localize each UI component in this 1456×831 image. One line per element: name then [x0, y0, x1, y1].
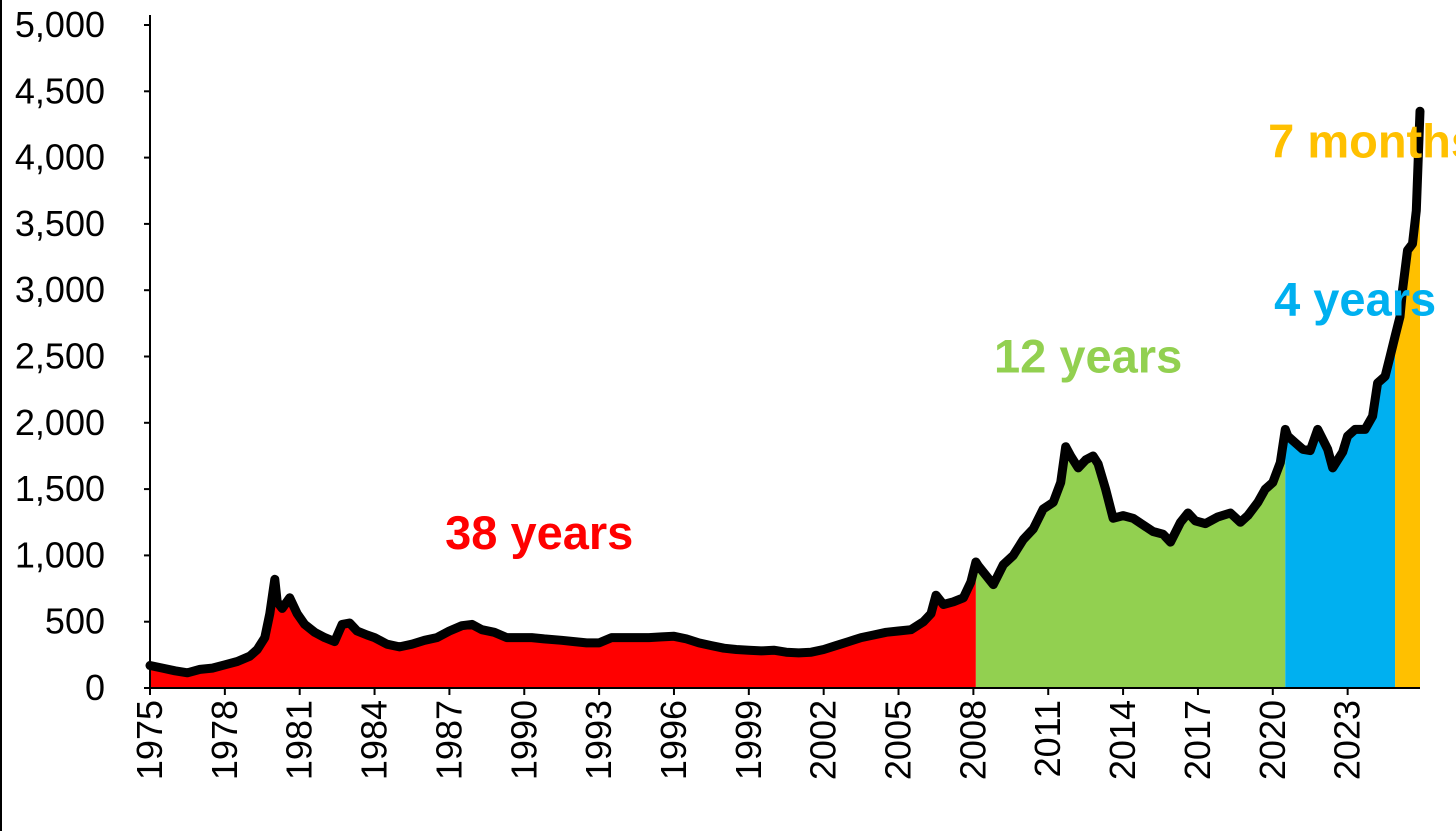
area-segment-4 [1395, 111, 1420, 688]
x-tick-label: 2023 [1327, 700, 1368, 780]
segment-annotations: 38 years 12 years 4 years 7 months [445, 115, 1456, 559]
y-tick-label: 2,500 [15, 336, 105, 377]
segment-label-2: 12 years [994, 329, 1182, 382]
segment-label-1: 38 years [445, 506, 633, 559]
area-segment-3 [1285, 336, 1396, 688]
y-tick-label: 500 [45, 601, 105, 642]
y-tick-label: 3,000 [15, 269, 105, 310]
y-tick-label: 3,500 [15, 203, 105, 244]
y-axis-ticks: 0 500 1,000 1,500 2,000 2,500 3,000 3,500 4,000 4… [15, 4, 150, 708]
x-tick-label: 1975 [129, 700, 170, 780]
x-tick-label: 2020 [1252, 700, 1293, 780]
area-segment-1 [150, 562, 976, 688]
x-tick-label: 1996 [653, 700, 694, 780]
x-tick-label: 2017 [1177, 700, 1218, 780]
segment-label-4: 7 months [1268, 115, 1456, 168]
x-tick-label: 1987 [428, 700, 469, 780]
segment-label-3: 4 years [1274, 272, 1436, 325]
x-axis-ticks: 1975 1978 1981 1984 1987 1990 1993 1996 1999 2002… [129, 688, 1368, 780]
x-tick-label: 2008 [952, 700, 993, 780]
y-tick-label: 0 [85, 667, 105, 708]
x-tick-label: 1981 [279, 700, 320, 780]
x-tick-label: 1999 [728, 700, 769, 780]
x-tick-label: 2005 [878, 700, 919, 780]
y-tick-label: 5,000 [15, 4, 105, 45]
x-tick-label: 2014 [1102, 700, 1143, 780]
y-tick-label: 4,500 [15, 70, 105, 111]
area-segment-2 [975, 429, 1286, 688]
x-tick-label: 1984 [354, 700, 395, 780]
y-tick-label: 4,000 [15, 137, 105, 178]
x-tick-label: 2011 [1027, 700, 1068, 777]
area-segments [150, 111, 1420, 688]
y-tick-label: 1,000 [15, 534, 105, 575]
y-tick-label: 1,500 [15, 468, 105, 509]
y-tick-label: 2,000 [15, 402, 105, 443]
x-tick-label: 1990 [503, 700, 544, 780]
x-tick-label: 1978 [204, 700, 245, 780]
price-line [145, 106, 1425, 678]
x-tick-label: 1993 [578, 700, 619, 780]
x-tick-label: 2002 [803, 700, 844, 780]
